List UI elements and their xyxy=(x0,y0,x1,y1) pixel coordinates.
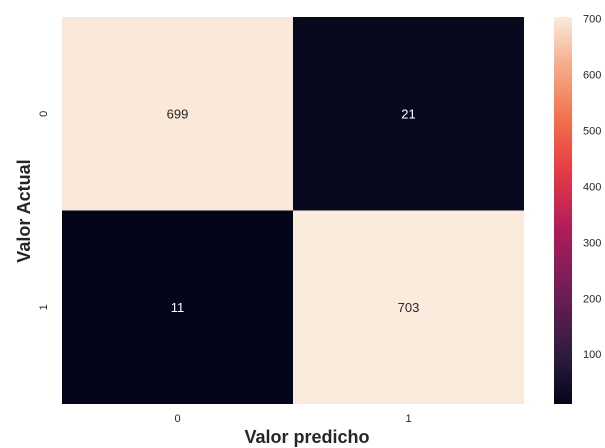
y-tick-label-0: 0 xyxy=(38,111,50,117)
cell-value-0-0: 699 xyxy=(167,106,189,121)
cell-value-0-1: 21 xyxy=(401,106,415,121)
colorbar-tick-label-3: 400 xyxy=(583,181,601,193)
colorbar xyxy=(554,17,572,404)
heatmap-cells xyxy=(62,17,524,404)
colorbar-tick-label-6: 700 xyxy=(583,14,601,26)
y-axis-ticks: 01 xyxy=(38,111,50,311)
x-tick-label-1: 1 xyxy=(405,413,411,425)
heatmap-cell-0-0 xyxy=(62,17,293,211)
heatmap-cell-1-0 xyxy=(62,210,293,404)
heatmap-annotations: 699 21 11 703 xyxy=(167,106,420,315)
heatmap-cell-1-1 xyxy=(293,210,524,404)
x-axis-label: Valor predicho xyxy=(244,427,369,447)
cell-value-1-0: 11 xyxy=(171,300,185,315)
x-tick-label-0: 0 xyxy=(174,413,180,425)
colorbar-tick-label-4: 500 xyxy=(583,126,601,138)
colorbar-tick-label-5: 600 xyxy=(583,70,601,82)
colorbar-ticks: 100 200 300 400 500 600 700 xyxy=(583,14,601,362)
colorbar-tick-label-2: 300 xyxy=(583,237,601,249)
y-axis-label: Valor Actual xyxy=(14,159,34,262)
colorbar-tick-label-0: 100 xyxy=(583,349,601,361)
colorbar-tick-label-1: 200 xyxy=(583,293,601,305)
cell-value-1-1: 703 xyxy=(398,300,420,315)
y-tick-label-1: 1 xyxy=(38,304,50,310)
heatmap-cell-0-1 xyxy=(293,17,524,211)
